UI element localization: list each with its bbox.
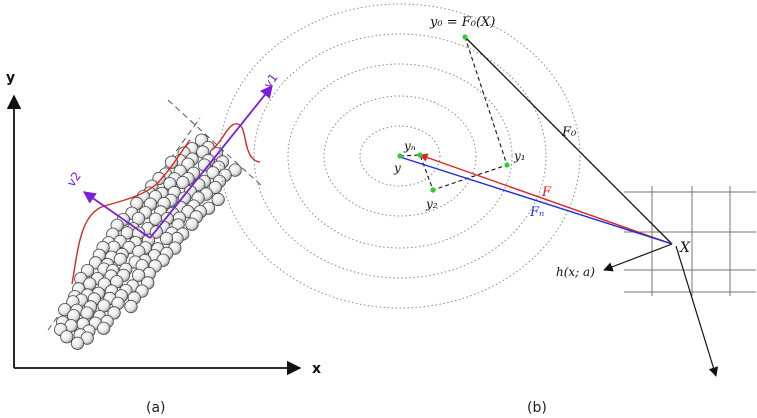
y-axis-label: y: [6, 70, 15, 86]
data-point: [211, 192, 225, 207]
panel-a: y x v1 v2 (a): [6, 70, 321, 416]
data-point: [159, 232, 174, 246]
data-point: [60, 330, 74, 344]
arrow-h: [603, 243, 673, 272]
label-y: y: [393, 161, 401, 175]
label-y2: y₂: [425, 197, 438, 211]
data-point: [70, 336, 85, 350]
label-Fn: Fₙ: [529, 205, 544, 220]
x-axis-label: x: [312, 361, 321, 377]
data-point: [132, 268, 146, 282]
label-h: h(x; a): [556, 265, 595, 279]
data-point: [97, 321, 111, 335]
label-F0: F₀: [561, 125, 577, 140]
data-points-cluster: [54, 133, 242, 350]
grid-plane: [624, 186, 756, 296]
vector-v2: [82, 191, 151, 239]
data-point: [124, 299, 138, 314]
label-y0-equation: y₀ = F₀(X): [429, 15, 495, 30]
point-y0: [462, 34, 468, 40]
label-F: F: [541, 185, 552, 200]
vector-v1: [149, 85, 273, 239]
point-y2: [430, 187, 436, 193]
data-point: [149, 212, 163, 226]
line-Fn: [399, 156, 673, 245]
distribution-curve-v2: [71, 139, 191, 285]
contour-lines: [219, 3, 581, 309]
caption-a: (a): [146, 400, 166, 416]
distribution-curve-v1: [211, 123, 261, 163]
point-yn: [417, 152, 423, 158]
vector-v1-label: v1: [261, 71, 281, 91]
dashed-axis-line-short: [167, 99, 265, 189]
data-point: [176, 176, 190, 190]
point-y1: [504, 162, 510, 168]
line-F: [419, 153, 673, 245]
vector-v2-label: v2: [64, 169, 84, 189]
panel-b: y₀ = F₀(X) F₀ yₙ y y₁ y₂ F Fₙ X h(x; a) …: [219, 3, 756, 416]
label-X: X: [679, 240, 691, 256]
point-y: [397, 153, 403, 159]
arrow-down: [675, 245, 719, 377]
data-point: [83, 277, 97, 291]
label-y1: y₁: [513, 149, 526, 163]
data-point: [185, 217, 199, 231]
data-point: [107, 306, 121, 320]
line-F0: [464, 36, 673, 245]
label-yn: yₙ: [403, 139, 416, 153]
data-point: [165, 155, 179, 169]
caption-b: (b): [527, 400, 547, 416]
